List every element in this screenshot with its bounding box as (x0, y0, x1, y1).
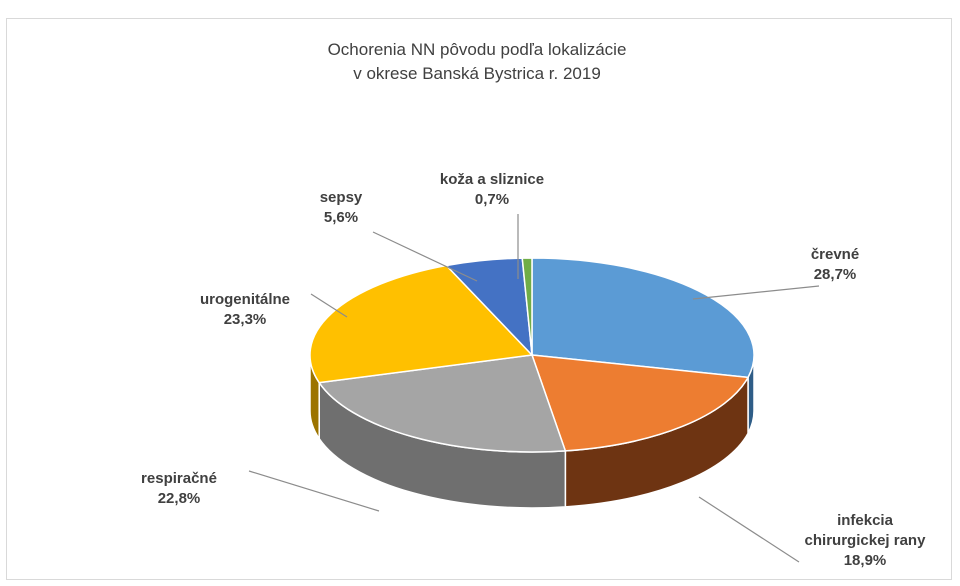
data-label-name-sepsy: sepsy (320, 189, 363, 206)
data-labels: črevné 28,7% infekcia chirurgickej rany 18,9… (141, 171, 926, 569)
pie-chart: Ochorenia NN pôvodu podľa lokalizácie v … (141, 40, 926, 569)
data-label-name-crevne: črevné (811, 246, 859, 263)
pie-slice-respiracne (318, 354, 567, 453)
chart-area: Ochorenia NN pôvodu podľa lokalizácie v … (6, 18, 952, 580)
leader-line-infekcia-chirurgickej-rany (698, 496, 800, 563)
data-label-name-infekcia-chirurgickej-rany: infekcia (837, 512, 894, 529)
data-label-value-respiracne: 22,8% (158, 490, 201, 507)
chart-title-line-2: v okrese Banská Bystrica r. 2019 (353, 64, 601, 83)
pie-slice-infekcia-chirurgickej-rany (531, 354, 749, 452)
data-label-name-respiracne: respiračné (141, 470, 217, 487)
leader-line-urogenitalne (310, 293, 348, 318)
leader-line-respiracne (248, 470, 380, 512)
data-label-value-koza-a-sliznice: 0,7% (475, 191, 509, 208)
pie-slice-koza-a-sliznice (521, 257, 533, 356)
data-label-value-sepsy: 5,6% (324, 209, 358, 226)
leader-lines (248, 214, 820, 563)
data-label-name-infekcia-chirurgickej-rany: chirurgickej rany (805, 532, 927, 549)
data-label-value-urogenitalne: 23,3% (224, 311, 267, 328)
data-label-value-infekcia-chirurgickej-rany: 18,9% (844, 552, 887, 569)
pie-slice-crevne (531, 257, 755, 379)
data-label-value-crevne: 28,7% (814, 266, 857, 283)
pie-slice-urogenitalne (309, 264, 533, 384)
data-label-name-koza-a-sliznice: koža a sliznice (440, 171, 544, 188)
leader-line-crevne (692, 285, 820, 300)
chart-title-line-1: Ochorenia NN pôvodu podľa lokalizácie (328, 40, 627, 59)
leader-line-sepsy (372, 231, 478, 282)
chart-title: Ochorenia NN pôvodu podľa lokalizácie v … (328, 40, 627, 83)
data-label-name-urogenitalne: urogenitálne (200, 291, 290, 308)
pie-slices (309, 257, 755, 453)
